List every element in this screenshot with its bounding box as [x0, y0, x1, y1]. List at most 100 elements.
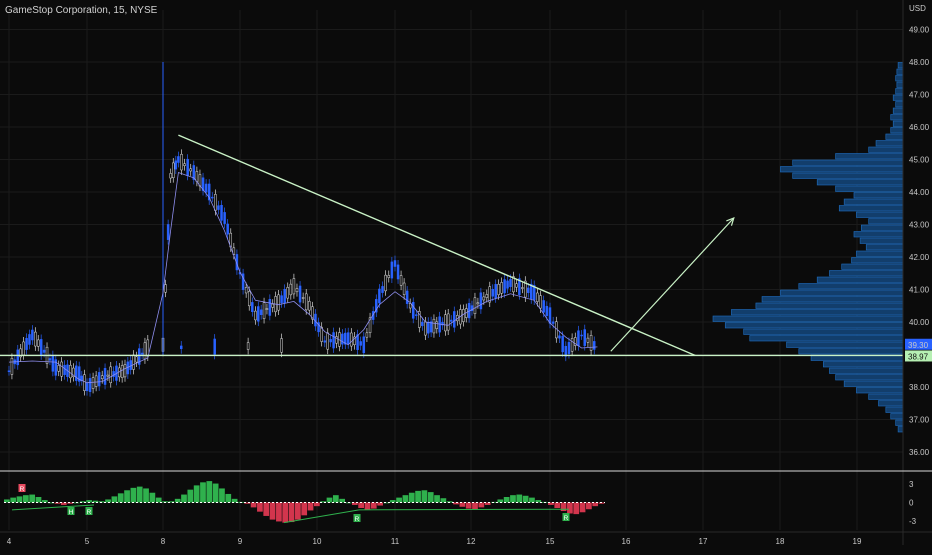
- oscillator-bar: [560, 502, 567, 512]
- candle-body: [169, 173, 172, 179]
- candle-body: [223, 212, 226, 224]
- time-tick-label: 12: [467, 537, 476, 546]
- oscillator-bar: [535, 500, 542, 503]
- oscillator-bar: [573, 502, 580, 515]
- price-tick-label: 41.00: [909, 286, 930, 295]
- candle-body: [97, 372, 101, 387]
- oscillator-marker-label: H: [69, 509, 74, 516]
- oscillator-bar: [307, 502, 314, 511]
- candle-body: [521, 287, 524, 289]
- candle-body: [31, 329, 34, 341]
- oscillator-bar: [29, 494, 36, 503]
- candle-body: [365, 332, 369, 338]
- candle-body: [286, 287, 289, 299]
- oscillator-bar: [257, 502, 263, 512]
- candle-body: [491, 288, 494, 297]
- candle-body: [592, 341, 596, 350]
- time-tick-label: 11: [391, 537, 400, 546]
- oscillator-bar: [370, 502, 377, 509]
- oscillator-bar: [269, 502, 276, 520]
- candle-body: [444, 314, 447, 332]
- candle-body: [244, 287, 248, 294]
- price-axis: USD36.0037.0038.0039.0040.0041.0042.0043…: [902, 0, 932, 545]
- oscillator-bar: [111, 496, 118, 503]
- candle-body: [381, 286, 384, 293]
- oscillator-bar: [174, 498, 181, 503]
- oscillator-bar: [351, 502, 358, 505]
- candle-body: [350, 332, 353, 347]
- candle-body: [427, 321, 430, 334]
- candle-body: [524, 280, 527, 298]
- candle-body: [308, 301, 311, 311]
- candle-body: [449, 319, 453, 322]
- candle-body: [506, 280, 509, 289]
- candle-body: [174, 160, 178, 170]
- candle-body: [362, 336, 366, 354]
- price-tick-label: 49.00: [909, 26, 930, 35]
- candle-body: [329, 339, 332, 343]
- candle-body: [356, 334, 359, 350]
- candle-body: [195, 171, 199, 182]
- candle-body: [577, 330, 580, 347]
- volume-profile-bar: [890, 413, 904, 420]
- oscillator-bar: [288, 502, 295, 523]
- candle-body: [192, 165, 196, 180]
- candle-body: [384, 274, 387, 292]
- candle-body: [341, 333, 344, 345]
- candle-body: [500, 282, 503, 294]
- time-tick-label: 18: [776, 537, 785, 546]
- candle-body: [189, 168, 192, 172]
- candle-body: [411, 302, 415, 319]
- candle-body: [217, 205, 220, 210]
- candle-body: [545, 305, 549, 316]
- oscillator-bar: [117, 493, 124, 503]
- candle-body: [446, 313, 450, 331]
- candle-body: [424, 321, 427, 336]
- oscillator-bar: [472, 502, 478, 510]
- oscillator-bar: [497, 499, 504, 503]
- candle-body: [7, 370, 11, 372]
- oscillator-bar: [326, 497, 333, 503]
- oscillator-bar: [389, 500, 396, 503]
- oscillator-bar: [567, 502, 573, 514]
- oscillator-marker: [18, 484, 26, 492]
- volume-profile-bar: [885, 133, 904, 140]
- volume-profile-bar: [843, 198, 904, 205]
- candle-body: [488, 286, 492, 303]
- volume-profile-bar: [816, 276, 904, 283]
- candle-body: [344, 332, 347, 345]
- price-tick-label: 40.00: [909, 318, 930, 327]
- oscillator-marker: [562, 513, 570, 521]
- candle-body: [207, 183, 211, 201]
- candle-body: [393, 260, 397, 267]
- time-tick-label: 10: [313, 537, 322, 546]
- oscillator-bar: [79, 501, 86, 503]
- oscillator-bar: [187, 489, 194, 503]
- oscillator-bar: [358, 502, 364, 508]
- oscillator-bar: [276, 502, 282, 522]
- candle-body: [292, 278, 296, 295]
- candle-body: [368, 317, 372, 333]
- oscillator-bar: [295, 502, 301, 520]
- volume-profile-bar: [897, 426, 904, 433]
- candle-body: [94, 375, 98, 387]
- volume-profile-bar: [868, 146, 904, 153]
- oscillator-bar: [105, 499, 111, 503]
- last-price-badge: [905, 338, 932, 350]
- candle-body: [120, 365, 124, 378]
- volume-profile-bar: [890, 114, 904, 121]
- candle-body: [143, 342, 147, 360]
- candle-body: [201, 177, 205, 191]
- volume-profile-bar: [755, 302, 904, 309]
- oscillator-bar: [212, 483, 219, 503]
- volume-profile-bar: [792, 172, 904, 179]
- price-tick-label: 46.00: [909, 123, 930, 132]
- volume-profile-bar: [823, 361, 904, 368]
- oscillator-bar: [396, 497, 402, 503]
- candle-body: [405, 290, 409, 304]
- time-tick-label: 5: [85, 537, 90, 546]
- oscillator-tick-label: 3: [909, 480, 914, 489]
- oscillator-bar: [364, 502, 371, 510]
